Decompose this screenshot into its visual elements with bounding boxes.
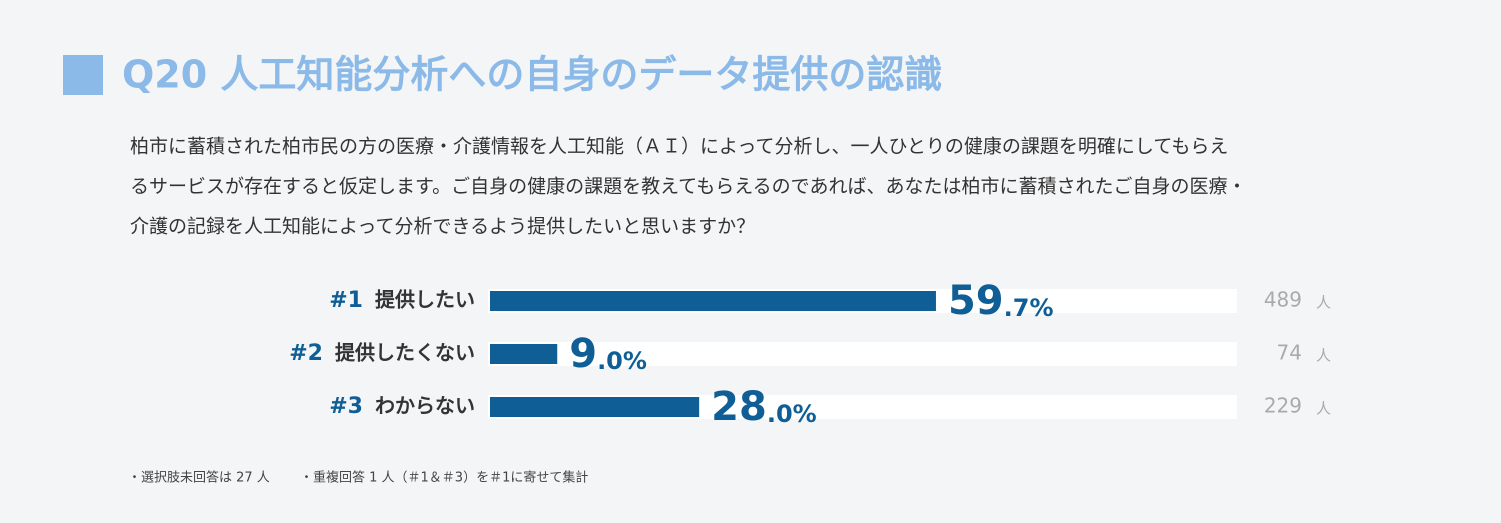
count-label: 489: [1264, 288, 1302, 312]
category-label: 提供したい: [375, 288, 475, 312]
chart-title: Q20 人工知能分析への自身のデータ提供の認識: [122, 53, 942, 97]
title-square: [63, 55, 103, 95]
question-line: 柏市に蓄積された柏市民の方の医療・介護情報を人工知能（ＡＩ）によって分析し、一人…: [130, 136, 1228, 158]
rank-label: #2: [289, 341, 323, 366]
count-label: 74: [1277, 341, 1302, 365]
bar-track: [488, 342, 1237, 366]
count-unit: 人: [1316, 400, 1331, 418]
value-label: 59.7%: [948, 278, 1054, 324]
question-line: るサービスが存在すると仮定します。ご自身の健康の課題を教えてもらえるのであれば、…: [130, 176, 1246, 198]
category-label: 提供したくない: [335, 341, 475, 365]
bar: [490, 344, 558, 364]
note: ・選択肢未回答は 27 人: [128, 470, 270, 486]
question-line: 介護の記録を人工知能によって分析できるよう提供したいと思いますか？: [130, 216, 755, 238]
rank-label: #1: [329, 288, 363, 313]
count-unit: 人: [1316, 294, 1331, 312]
bar: [490, 291, 936, 311]
count-label: 229: [1264, 394, 1302, 418]
value-label: 9.0%: [569, 331, 647, 377]
count-unit: 人: [1316, 347, 1331, 365]
category-label: わからない: [375, 394, 475, 418]
value-label: 28.0%: [711, 384, 817, 430]
note: ・重複回答 1 人（＃1＆＃3）を＃1に寄せて集計: [300, 470, 588, 486]
rank-label: #3: [329, 394, 363, 419]
bar: [490, 397, 700, 417]
